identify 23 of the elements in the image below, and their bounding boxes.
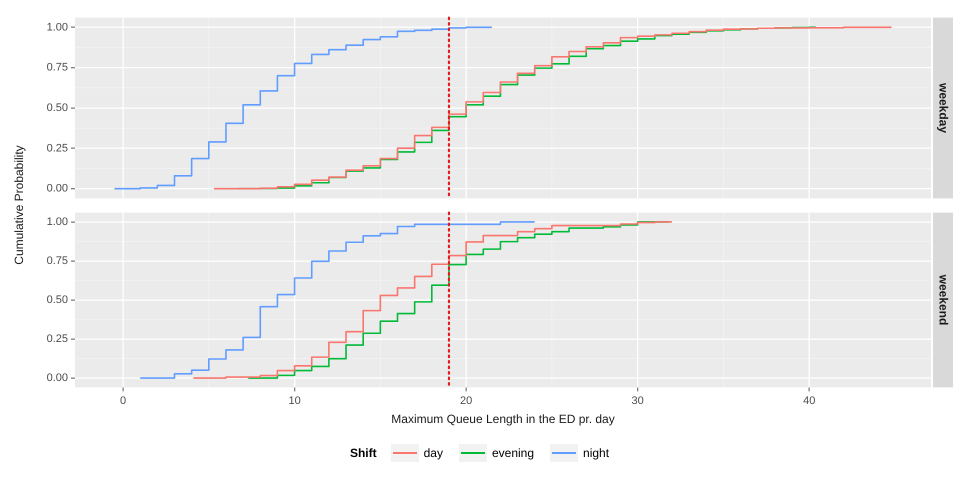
y-tick-label: 0.25 [46, 142, 68, 154]
text: weekend [936, 274, 951, 326]
y-tick-label: 1.00 [46, 21, 68, 34]
y-tick-label: 0.00 [46, 182, 68, 195]
legend-label: night [583, 446, 610, 460]
x-axis-title: Maximum Queue Length in the ED pr. day [391, 412, 615, 426]
y-tick-label: 1.00 [46, 216, 68, 228]
y-tick-label: 0.75 [46, 255, 68, 268]
legend-label: day [424, 446, 443, 460]
y-tick-label: 0.50 [46, 102, 68, 114]
y-tick-label: 0.50 [46, 294, 68, 306]
legend-label: evening [492, 446, 534, 460]
x-tick-label: 30 [632, 395, 644, 408]
x-tick-label: 40 [803, 395, 816, 408]
y-tick-label: 0.25 [46, 333, 68, 346]
y-axis-title: Cumulative Probability [12, 144, 26, 267]
text: weekday [936, 82, 951, 134]
x-tick-label: 0 [120, 395, 126, 408]
y-tick-label: 0.00 [46, 372, 68, 384]
legend-title: Shift [350, 446, 377, 460]
y-tick-label: 0.75 [46, 62, 68, 74]
x-tick-label: 20 [460, 395, 472, 408]
x-tick-label: 10 [288, 395, 301, 408]
